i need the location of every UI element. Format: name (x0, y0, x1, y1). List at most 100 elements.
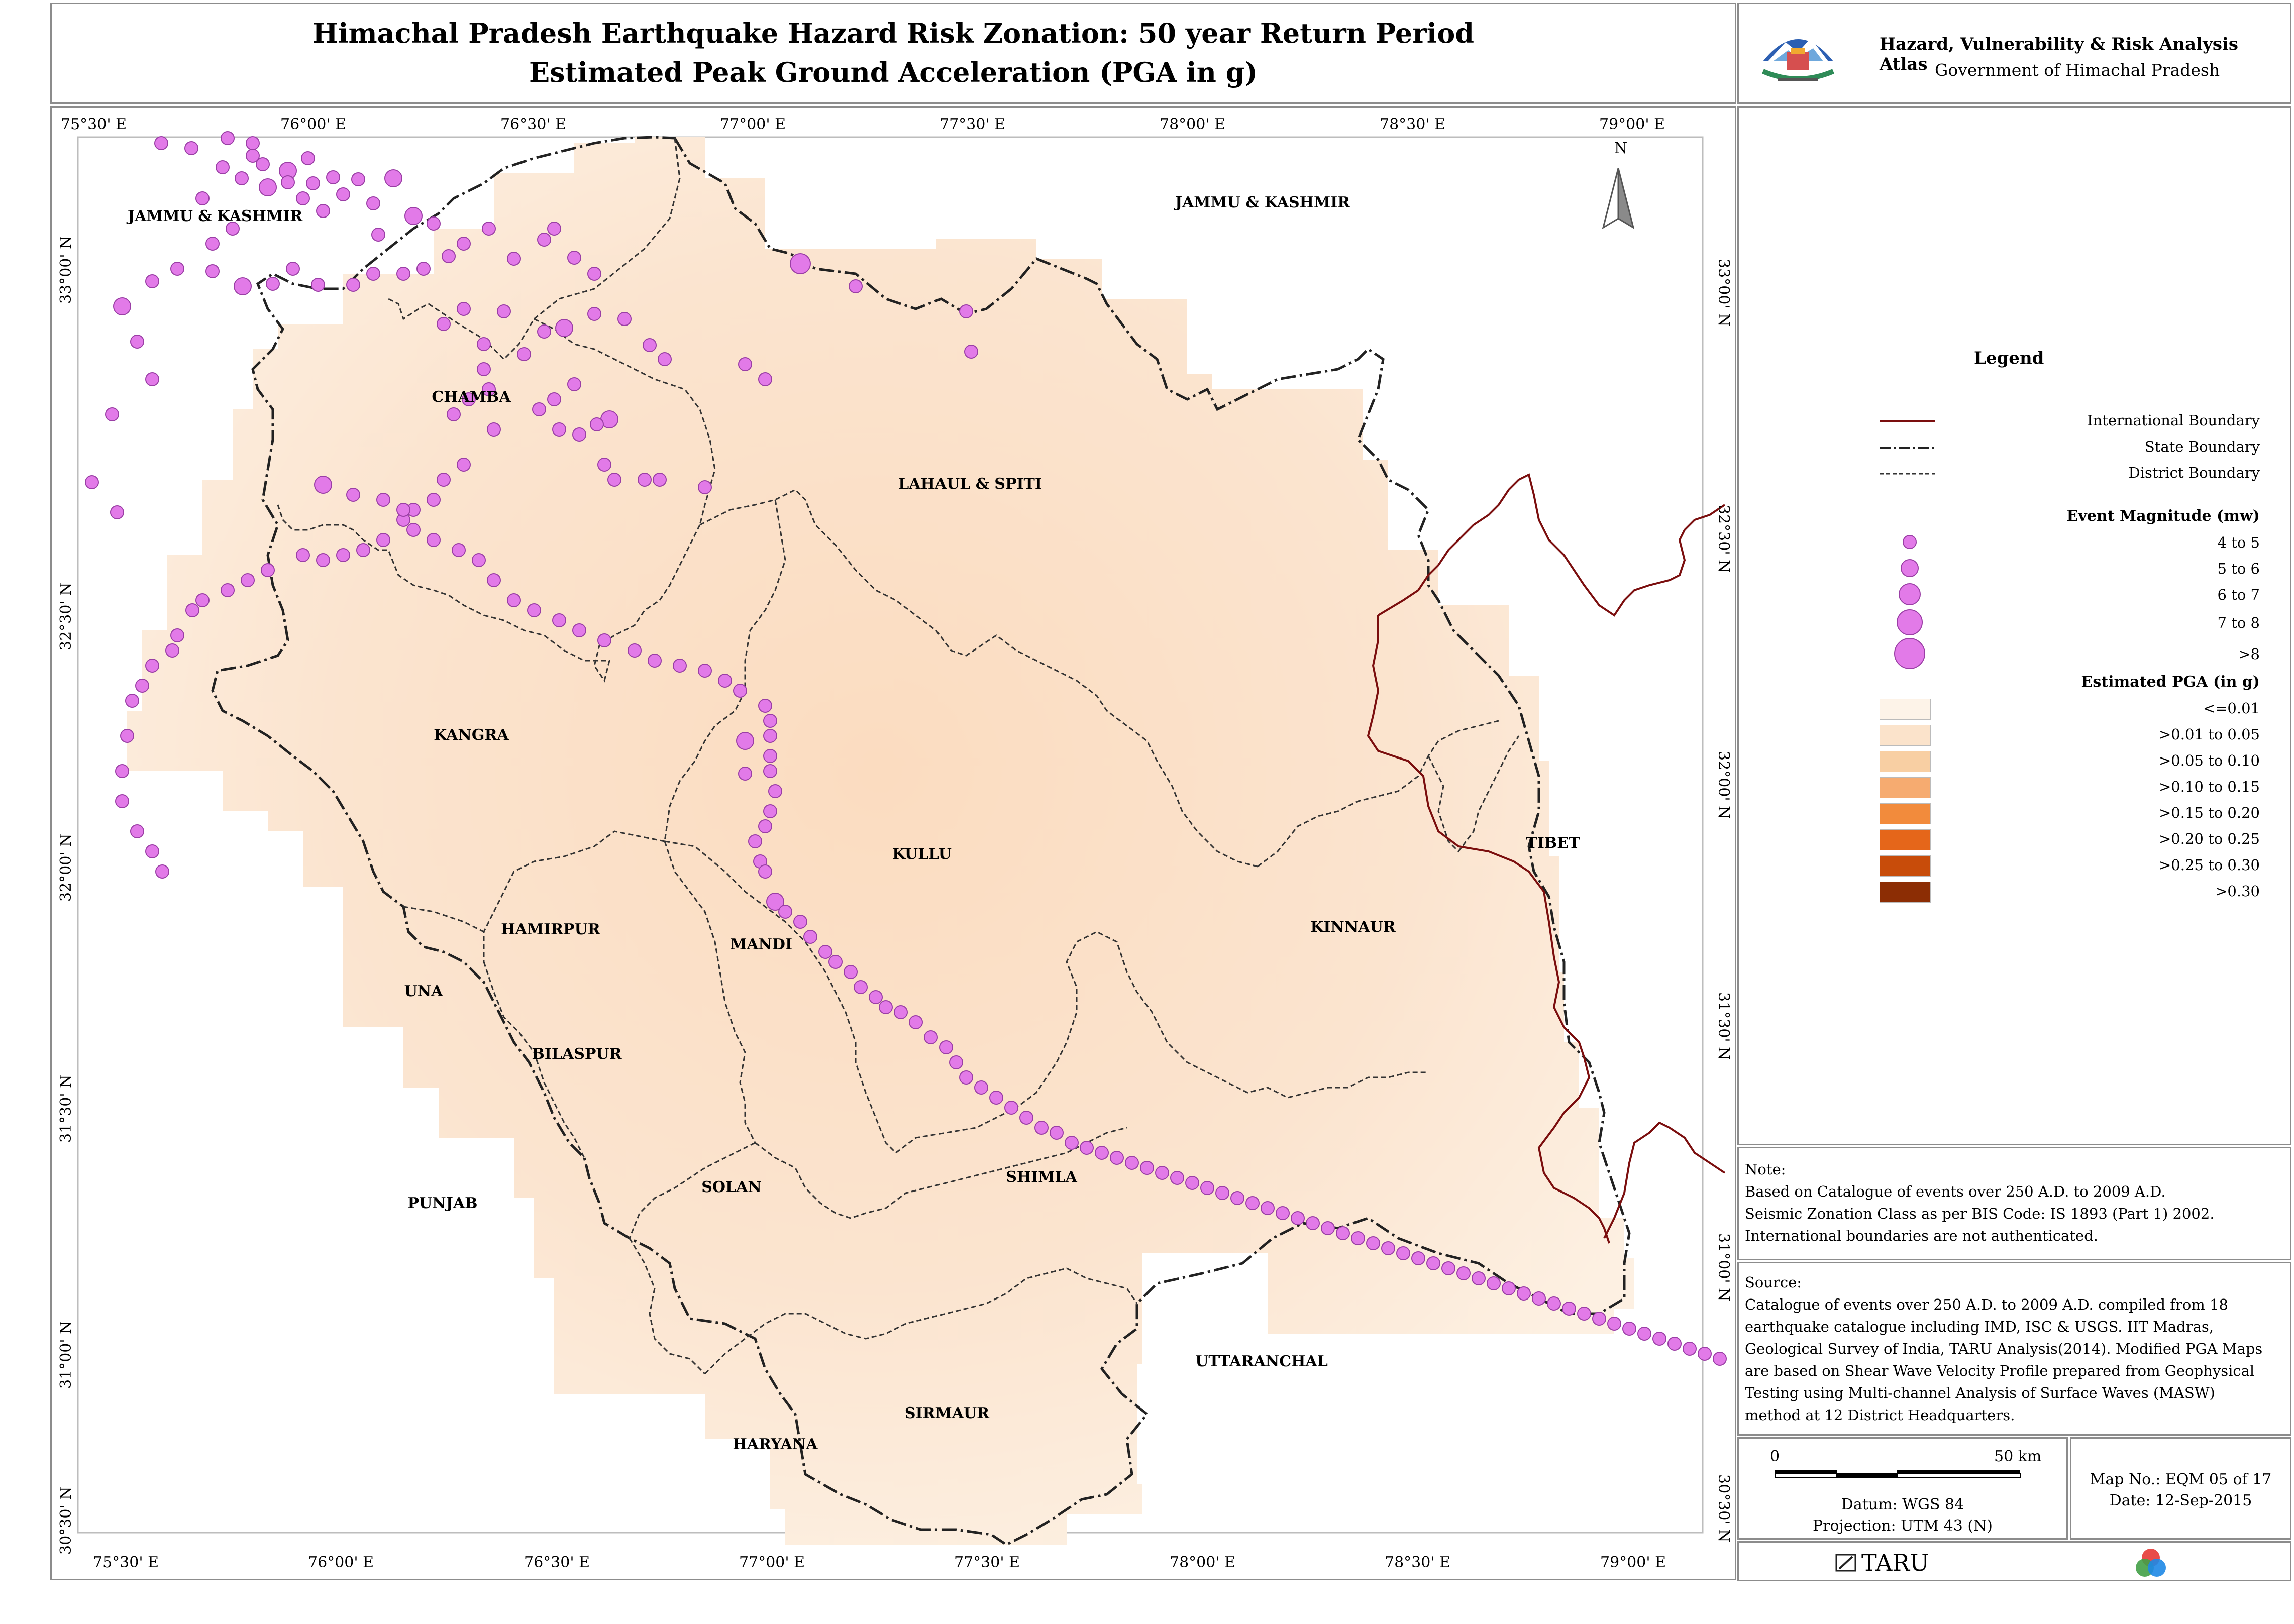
pga-swatch (1880, 855, 1931, 877)
earthquake-event-marker (939, 1040, 953, 1054)
source-line: method at 12 District Headquarters. (1745, 1406, 2015, 1424)
earthquake-events (85, 131, 1727, 1366)
earthquake-event-marker (155, 864, 169, 879)
earthquake-event-marker (447, 407, 461, 421)
note-heading: Note: (1745, 1161, 1786, 1178)
earthquake-event-marker (154, 136, 168, 150)
earthquake-event-marker (235, 171, 249, 185)
magnitude-symbols (1894, 535, 1925, 669)
earthquake-event-marker (472, 553, 486, 567)
earthquake-event-marker (184, 141, 198, 155)
source-line: Geological Survey of India, TARU Analysi… (1745, 1340, 2263, 1357)
scale-zero-label: 0 (1770, 1448, 1780, 1465)
earthquake-event-marker (964, 345, 978, 359)
earthquake-event-marker (959, 1070, 973, 1085)
earthquake-event-marker (437, 473, 451, 487)
earthquake-event-marker (617, 312, 632, 326)
earthquake-event-marker (738, 767, 752, 781)
earthquake-event-marker (406, 523, 421, 537)
earthquake-event-marker (854, 980, 868, 994)
district-labels: CHAMBA LAHAUL & SPITI KANGRA KULLU HAMIR… (126, 194, 1580, 1453)
earthquake-event-marker (296, 548, 310, 562)
earthquake-event-marker (281, 175, 295, 189)
pga-swatch (1880, 829, 1931, 850)
earthquake-event-marker (404, 207, 423, 225)
earthquake-event-marker (736, 732, 754, 750)
earthquake-event-marker (763, 714, 777, 728)
magnitude-symbol-5-6 (1901, 559, 1919, 577)
district-label-sirmaur: SIRMAUR (905, 1404, 990, 1422)
right-tick: 32°30' N (1715, 505, 1732, 573)
earthquake-event-marker (547, 392, 561, 406)
magnitude-symbol-7-8 (1897, 609, 1923, 635)
neighbour-label-haryana: HARYANA (733, 1436, 818, 1453)
earthquake-event-marker (1155, 1166, 1169, 1180)
right-tick: 31°00' N (1715, 1233, 1732, 1301)
district-boundaries (277, 138, 1520, 1375)
earthquake-event-marker (527, 603, 541, 617)
earthquake-event-marker (477, 337, 491, 351)
earthquake-event-marker (316, 553, 330, 567)
earthquake-event-marker (763, 749, 777, 763)
top-tick: 78°00' E (1160, 116, 1225, 133)
earthquake-event-marker (316, 204, 330, 218)
earthquake-event-marker (351, 172, 365, 186)
scale-end-label: 50 km (1994, 1448, 2042, 1465)
earthquake-event-marker (1261, 1201, 1275, 1215)
district-boundary-swatch (1880, 473, 1935, 475)
earthquake-event-marker (195, 191, 210, 205)
bottom-tick: 78°30' E (1385, 1554, 1450, 1571)
neighbour-label-tibet: TIBET (1526, 834, 1581, 852)
earthquake-event-marker (226, 222, 240, 236)
note-line: Based on Catalogue of events over 250 A.… (1745, 1183, 2166, 1200)
earthquake-event-marker (396, 503, 410, 517)
earthquake-event-marker (371, 228, 385, 242)
scale-bar (1775, 1470, 2021, 1478)
earthquake-event-marker (793, 915, 807, 929)
earthquake-event-marker (758, 864, 772, 879)
district-label-shimla: SHIMLA (1006, 1168, 1077, 1186)
earthquake-event-marker (790, 253, 811, 274)
earthquake-event-marker (1698, 1347, 1712, 1361)
map-number: Map No.: EQM 05 of 17 (2090, 1471, 2272, 1488)
earthquake-event-marker (85, 475, 99, 489)
earthquake-event-marker (1637, 1327, 1651, 1341)
earthquake-event-marker (1080, 1141, 1094, 1155)
earthquake-event-marker (336, 548, 350, 562)
magnitude-label: 6 to 7 (2217, 586, 2260, 603)
earthquake-event-marker (1019, 1111, 1033, 1125)
source-line: Catalogue of events over 250 A.D. to 200… (1745, 1296, 2228, 1313)
earthquake-event-marker (894, 1005, 908, 1019)
earthquake-event-marker (517, 347, 531, 361)
earthquake-event-marker (170, 262, 184, 276)
bottom-tick: 77°00' E (739, 1554, 805, 1571)
earthquake-event-marker (1667, 1337, 1682, 1351)
rgb-logo-icon (2136, 1549, 2166, 1577)
district-label-mandi: MANDI (730, 936, 792, 953)
intl-boundary-swatch (1880, 420, 1935, 422)
earthquake-event-marker (376, 533, 390, 547)
map-frame: 75°30' E 76°00' E 76°30' E 77°00' E 77°3… (50, 106, 1736, 1580)
pga-swatch (1880, 751, 1931, 772)
pga-class-label: >0.15 to 0.20 (2159, 804, 2260, 821)
earthquake-event-marker (216, 160, 230, 174)
earthquake-event-marker (1472, 1271, 1486, 1285)
magnitude-title: Event Magnitude (mw) (2066, 507, 2260, 525)
earthquake-event-marker (376, 493, 390, 507)
top-tick: 75°30' E (61, 116, 127, 133)
earthquake-event-marker (555, 319, 573, 337)
north-arrow-icon: N (1602, 140, 1635, 230)
earthquake-event-marker (1110, 1151, 1124, 1165)
projection-label: Projection: UTM 43 (N) (1812, 1517, 1993, 1535)
earthquake-event-marker (567, 377, 581, 391)
neighbour-label-jk-west: JAMMU & KASHMIR (126, 207, 303, 225)
earthquake-event-marker (1125, 1156, 1139, 1170)
earthquake-event-marker (246, 136, 260, 150)
earthquake-event-marker (462, 392, 476, 406)
earthquake-event-marker (909, 1015, 923, 1029)
earthquake-event-marker (221, 131, 235, 145)
top-tick: 76°00' E (280, 116, 346, 133)
bottom-tick: 76°00' E (308, 1554, 374, 1571)
earthquake-event-marker (768, 784, 782, 798)
left-tick: 30°30' N (57, 1487, 75, 1555)
